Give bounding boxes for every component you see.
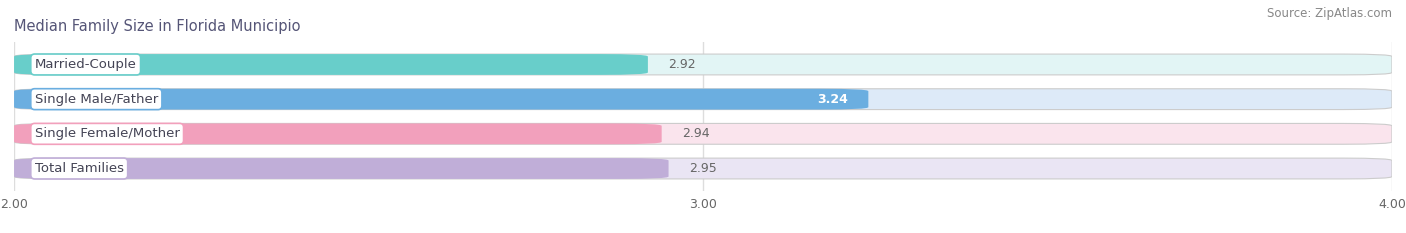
Text: Total Families: Total Families: [35, 162, 124, 175]
Text: 2.95: 2.95: [689, 162, 717, 175]
FancyBboxPatch shape: [14, 158, 669, 179]
Text: 2.94: 2.94: [682, 127, 710, 140]
Text: Single Male/Father: Single Male/Father: [35, 93, 157, 106]
FancyBboxPatch shape: [14, 54, 648, 75]
FancyBboxPatch shape: [14, 123, 1392, 144]
FancyBboxPatch shape: [14, 89, 1392, 110]
Text: Median Family Size in Florida Municipio: Median Family Size in Florida Municipio: [14, 19, 301, 34]
Text: Married-Couple: Married-Couple: [35, 58, 136, 71]
Text: 2.92: 2.92: [668, 58, 696, 71]
Text: Single Female/Mother: Single Female/Mother: [35, 127, 180, 140]
FancyBboxPatch shape: [14, 54, 1392, 75]
FancyBboxPatch shape: [14, 89, 869, 110]
Text: 3.24: 3.24: [817, 93, 848, 106]
FancyBboxPatch shape: [14, 123, 662, 144]
Text: Source: ZipAtlas.com: Source: ZipAtlas.com: [1267, 7, 1392, 20]
FancyBboxPatch shape: [14, 158, 1392, 179]
